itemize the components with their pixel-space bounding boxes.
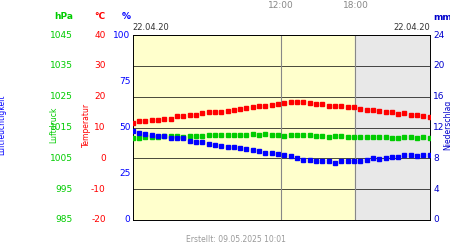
Bar [356,35,430,220]
Text: -10: -10 [91,185,106,194]
Text: hPa: hPa [54,12,73,21]
Text: 16: 16 [433,92,445,101]
Text: 12:00: 12:00 [268,1,294,10]
Text: mm/h: mm/h [433,12,450,21]
Text: Temperatur: Temperatur [82,103,91,147]
Text: 0: 0 [433,216,439,224]
Text: 30: 30 [94,61,106,70]
Text: -20: -20 [91,216,106,224]
Text: °C: °C [94,12,106,21]
Text: 75: 75 [119,77,130,86]
Text: 24: 24 [433,30,445,40]
Text: 22.04.20: 22.04.20 [393,24,430,32]
Text: Niederschlag: Niederschlag [443,100,450,150]
Text: 1045: 1045 [50,30,73,40]
Text: Erstellt: 09.05.2025 10:01: Erstellt: 09.05.2025 10:01 [186,235,286,244]
Text: 18:00: 18:00 [342,1,369,10]
Text: 4: 4 [433,185,439,194]
Text: 0: 0 [125,216,130,224]
Text: 8: 8 [433,154,439,163]
Text: 12: 12 [433,123,445,132]
Text: 1015: 1015 [50,123,73,132]
Text: 1035: 1035 [50,61,73,70]
Text: 0: 0 [100,154,106,163]
Text: %: % [122,12,130,21]
Text: 22.04.20: 22.04.20 [133,24,170,32]
Text: Luftdruck: Luftdruck [50,107,58,143]
Text: 10: 10 [94,123,106,132]
Text: 20: 20 [94,92,106,101]
Bar [133,35,356,220]
Text: Luftfeuchtigkeit: Luftfeuchtigkeit [0,95,7,155]
Text: 985: 985 [56,216,73,224]
Text: 100: 100 [113,30,130,40]
Text: 50: 50 [119,123,130,132]
Text: 1025: 1025 [50,92,73,101]
Text: 25: 25 [119,169,130,178]
Text: 995: 995 [56,185,73,194]
Text: 40: 40 [94,30,106,40]
Text: 20: 20 [433,61,445,70]
Text: 1005: 1005 [50,154,73,163]
